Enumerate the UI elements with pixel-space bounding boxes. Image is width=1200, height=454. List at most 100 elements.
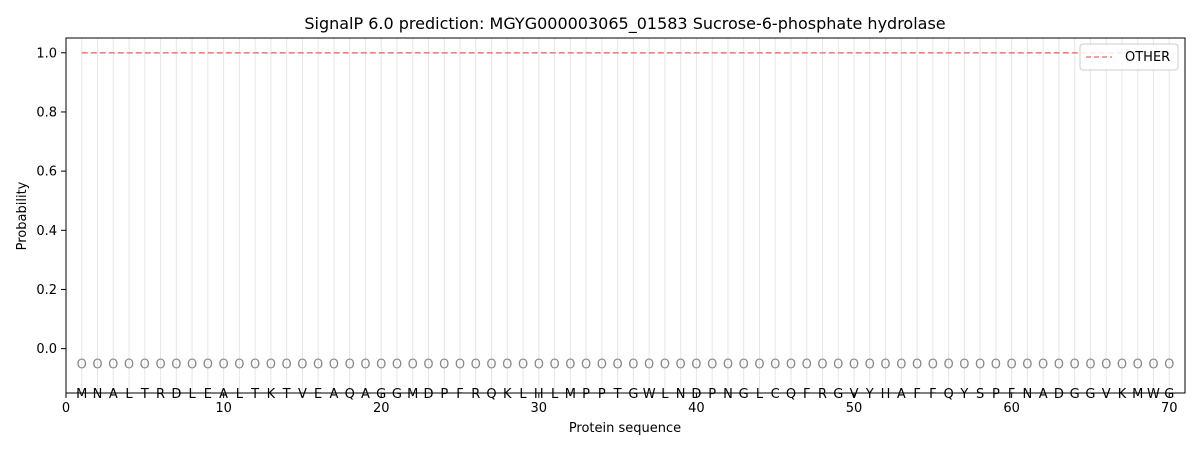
region-marker: O [707, 357, 717, 372]
residue-label: A [361, 387, 370, 402]
residue-label: R [818, 387, 827, 402]
residue-label: K [503, 387, 512, 402]
region-marker: O [1007, 357, 1017, 372]
residue-label: A [109, 387, 118, 402]
region-marker: O [912, 357, 922, 372]
residue-label: Q [943, 387, 953, 402]
region-marker: O [77, 357, 87, 372]
region-marker: O [691, 357, 701, 372]
residue-label: W [1147, 387, 1160, 402]
residue-label: K [267, 387, 276, 402]
region-marker: O [1164, 357, 1174, 372]
region-marker: O [1038, 357, 1048, 372]
residue-label: G [392, 387, 402, 402]
residue-label: Q [486, 387, 496, 402]
residue-label: Q [345, 387, 355, 402]
region-marker: O [266, 357, 276, 372]
residue-label: A [329, 387, 338, 402]
legend: OTHER [1079, 43, 1179, 71]
region-marker: O [817, 357, 827, 372]
region-marker: O [833, 357, 843, 372]
residue-label: G [1085, 387, 1095, 402]
residue-label: L [519, 387, 527, 402]
region-marker: O [218, 357, 228, 372]
region-marker: O [439, 357, 449, 372]
region-marker: O [187, 357, 197, 372]
region-marker: O [502, 357, 512, 372]
region-marker: O [660, 357, 670, 372]
y-tick-label: 0.2 [36, 283, 57, 298]
residue-label: V [298, 387, 307, 402]
region-marker: O [108, 357, 118, 372]
region-marker: O [1054, 357, 1064, 372]
residue-label: L [125, 387, 133, 402]
residue-label: P [708, 387, 716, 402]
region-marker: O [928, 357, 938, 372]
y-axis-ticks: 0.0 0.2 0.4 0.6 0.8 1.0 [36, 46, 66, 357]
region-marker: O [360, 357, 370, 372]
region-marker: O [676, 357, 686, 372]
residue-label: P [582, 387, 590, 402]
residue-label: R [156, 387, 165, 402]
residue-label: G [628, 387, 638, 402]
residue-label: M [407, 387, 418, 402]
residue-label: Y [959, 387, 968, 402]
region-marker: O [880, 357, 890, 372]
region-marker: O [1148, 357, 1158, 372]
region-marker: O [313, 357, 323, 372]
residue-label: N [676, 387, 686, 402]
region-marker: O [1085, 357, 1095, 372]
region-marker: O [739, 357, 749, 372]
region-marker: O [549, 357, 559, 372]
x-tick-label: 50 [846, 401, 863, 416]
residue-label: G [739, 387, 749, 402]
residue-label: K [1118, 387, 1127, 402]
residue-label: D [423, 387, 433, 402]
region-marker: O [155, 357, 165, 372]
residue-label: L [236, 387, 244, 402]
y-tick-label: 0.6 [36, 165, 57, 180]
region-marker: O [203, 357, 213, 372]
region-marker: O [124, 357, 134, 372]
region-marker: O [1117, 357, 1127, 372]
region-marker: O [376, 357, 386, 372]
region-marker: O [92, 357, 102, 372]
residue-label: S [976, 387, 984, 402]
x-axis-label: Protein sequence [569, 421, 681, 436]
residue-label: V [1102, 387, 1111, 402]
residue-label: T [282, 387, 291, 402]
region-marker: O [171, 357, 181, 372]
y-axis-label: Probability [15, 181, 30, 250]
region-marker: O [581, 357, 591, 372]
residue-label: T [140, 387, 149, 402]
region-marker: O [959, 357, 969, 372]
residue-label: H [881, 387, 891, 402]
region-marker: O [1101, 357, 1111, 372]
residue-label: A [1039, 387, 1048, 402]
residue-label: P [440, 387, 448, 402]
grid-layer [81, 38, 1170, 393]
region-marker: O [282, 357, 292, 372]
x-tick-label: 10 [215, 401, 232, 416]
residue-label: R [471, 387, 480, 402]
residue-label: Q [786, 387, 796, 402]
region-marker: O [628, 357, 638, 372]
region-marker: O [392, 357, 402, 372]
region-marker: O [329, 357, 339, 372]
residue-label: F [803, 387, 810, 402]
region-marker: O [613, 357, 623, 372]
residue-label: G [1070, 387, 1080, 402]
residue-label: L [551, 387, 559, 402]
region-marker: O [297, 357, 307, 372]
region-marker: O [991, 357, 1001, 372]
residue-label: M [1132, 387, 1143, 402]
residue-label: P [992, 387, 1000, 402]
residue-label: D [1054, 387, 1064, 402]
residue-label: M [565, 387, 576, 402]
region-marker: O [423, 357, 433, 372]
residue-label: P [598, 387, 606, 402]
residue-label: E [204, 387, 212, 402]
x-tick-label: 40 [688, 401, 705, 416]
